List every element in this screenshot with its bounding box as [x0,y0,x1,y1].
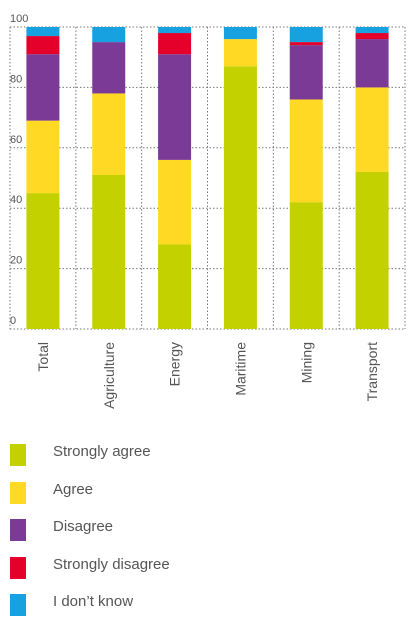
legend-swatch [10,481,26,504]
y-tick-label: 0 [10,315,16,327]
y-axis-tick-labels: 0 20 40 60 80 100 [10,13,28,327]
legend-label: Strongly disagree [53,555,170,573]
y-tick-label: 20 [10,255,22,267]
bar-total-strongly-disagree [26,36,60,55]
bar-maritime-strongly-agree [223,66,257,329]
bar-energy-i-don-t-know [158,27,192,34]
y-tick-label: 100 [10,13,28,25]
x-category-label: Mining [298,342,314,383]
bar-mining-strongly-agree [289,202,323,329]
bar-agriculture-disagree [92,42,126,94]
bar-maritime-agree [223,39,257,67]
y-tick-label: 60 [10,134,22,146]
bar-total-agree [26,120,60,194]
legend-label: I don’t know [53,593,134,610]
bar-agriculture-strongly-agree [92,174,126,329]
bar-transport-disagree [355,39,389,88]
x-category-label: Maritime [232,342,248,396]
legend: Strongly agree Agree Disagree Strongly disa… [10,440,410,628]
bar-mining-strongly-disagree [289,42,323,46]
bar-agriculture-agree [92,93,126,175]
bar-mining-agree [289,99,323,203]
legend-item: Strongly disagree [10,553,410,591]
x-category-label: Agriculture [101,342,117,409]
bar-agriculture-i-don-t-know [92,27,126,43]
x-category-label: Energy [167,342,183,386]
y-tick-label: 80 [10,73,22,85]
legend-label: Agree [53,480,94,498]
x-category-label: Transport [364,342,380,402]
bar-mining-i-don-t-know [289,27,323,43]
x-axis-category-labels: Total Agriculture Energy Maritime Mining Tran… [35,342,380,409]
y-tick-label: 40 [10,194,22,206]
bar-total-strongly-agree [26,193,60,329]
bar-energy-strongly-agree [158,244,192,329]
legend-label: Strongly agree [53,443,151,460]
bar-transport-i-don-t-know [355,27,389,34]
x-category-label: Total [35,342,51,372]
legend-label: Disagree [53,518,114,535]
bar-energy-strongly-disagree [158,33,192,55]
bars [26,27,389,329]
legend-swatch [10,556,26,579]
bar-transport-strongly-disagree [355,33,389,40]
bar-total-i-don-t-know [26,27,60,37]
legend-swatch [10,519,26,541]
legend-swatch [10,444,26,466]
legend-item: Disagree [10,515,410,553]
legend-swatch [10,594,26,616]
stacked-bar-chart: 0 20 40 60 80 100 Total Agriculture Energy Marit… [9,13,406,409]
bar-energy-disagree [158,54,192,160]
bar-maritime-i-don-t-know [223,27,257,40]
bar-total-disagree [26,54,60,121]
bar-mining-disagree [289,45,323,100]
bar-transport-strongly-agree [355,171,389,329]
bar-energy-agree [158,159,192,245]
gridlines [9,26,406,330]
legend-item: Agree [10,478,410,516]
legend-item: I don’t know [10,590,410,628]
bar-transport-agree [355,87,389,172]
legend-item: Strongly agree [10,440,410,478]
